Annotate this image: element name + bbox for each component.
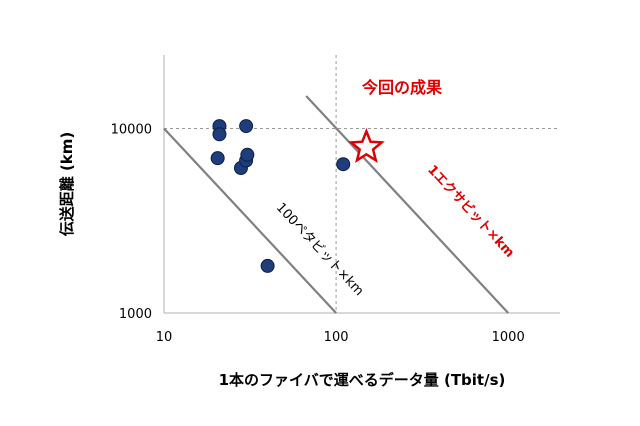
star-annotation: 今回の成果 (361, 78, 442, 97)
y-tick-1000: 1000 (119, 307, 152, 322)
star-marker (351, 131, 381, 160)
data-point-9 (261, 259, 274, 272)
x-tick-1000: 1000 (492, 330, 525, 345)
data-point-2 (213, 128, 226, 141)
y-tick-10000: 10000 (111, 122, 152, 137)
line1-annotation: 100ペタビット×km (273, 200, 366, 299)
x-axis-label: 1本のファイバで運べるデータ量 (Tbit/s) (219, 371, 506, 389)
x-tick-100: 100 (324, 330, 349, 345)
data-point-8 (337, 158, 350, 171)
data-point-4 (211, 152, 224, 165)
star-layer (351, 131, 381, 160)
line2-annotation: 1エクサビット×km (424, 162, 518, 261)
data-point-3 (240, 120, 253, 133)
data-point-7 (241, 148, 254, 161)
y-axis-label: 伝送距離 (km) (58, 132, 76, 237)
x-tick-10: 10 (156, 330, 173, 345)
